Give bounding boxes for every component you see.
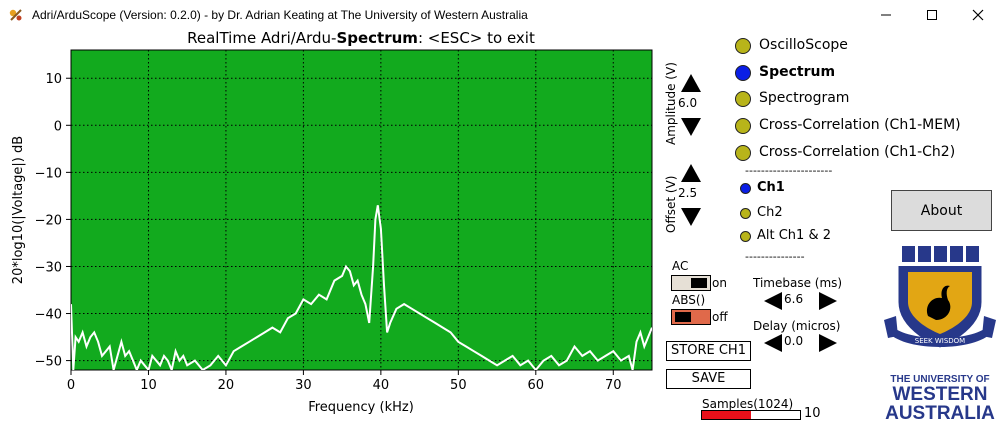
timebase-right-button[interactable]	[817, 291, 839, 311]
mode-label[interactable]: Spectrogram	[759, 90, 850, 106]
ac-state: on	[712, 276, 727, 290]
x-axis-label: Frequency (kHz)	[308, 400, 414, 415]
plot-area[interactable]	[70, 49, 653, 371]
timebase-left-button[interactable]	[762, 291, 784, 311]
save-button[interactable]: SAVE	[666, 369, 751, 389]
offset-up-button[interactable]	[680, 162, 702, 184]
right-triangle-icon	[819, 334, 837, 352]
delay-value: 0.0	[784, 334, 804, 348]
plot-title: RealTime Adri/Ardu-Spectrum: <ESC> to ex…	[70, 29, 652, 47]
channel-radio-ch2[interactable]	[740, 208, 751, 219]
samples-slider[interactable]	[701, 410, 801, 420]
timebase-label: Timebase (ms)	[753, 276, 841, 290]
maximize-icon	[927, 10, 937, 20]
y-axis-label: 20*log10(|Voltage|) dB	[11, 136, 26, 284]
samples-value: 10	[804, 406, 821, 421]
uwa-wordmark-line3: AUSTRALIA	[885, 403, 995, 424]
abs-label: ABS()	[672, 293, 706, 307]
spectrum-line	[71, 205, 652, 370]
mode-label[interactable]: OscilloScope	[759, 37, 848, 53]
y-tick-label: −40	[35, 308, 62, 323]
plot-title-bold: Spectrum	[336, 29, 418, 47]
y-axis: 10 0 −10 −20 −30 −40 −50	[35, 72, 71, 370]
y-tick-label: −20	[35, 213, 62, 228]
offset-down-button[interactable]	[680, 206, 702, 228]
amplitude-down-button[interactable]	[680, 116, 702, 138]
spectrum-plot[interactable]: 0 10 20 30 40 50 60 70 10 0 −10 −20 −30 −40 −50 Frequ…	[0, 48, 660, 433]
x-axis: 0 10 20 30 40 50 60 70	[67, 370, 622, 393]
ac-toggle[interactable]	[671, 275, 711, 291]
x-tick-label: 50	[450, 378, 467, 393]
minimize-icon	[881, 14, 891, 16]
x-tick-label: 70	[605, 378, 622, 393]
mode-radio-cross-correlation-ch1-mem-[interactable]	[735, 118, 751, 134]
x-tick-label: 10	[140, 378, 157, 393]
delay-label: Delay (micros)	[753, 319, 841, 333]
spectrum-curve-group	[71, 205, 652, 370]
x-tick-label: 60	[528, 378, 545, 393]
y-tick-label: −50	[35, 355, 62, 370]
up-triangle-icon	[681, 164, 701, 182]
abs-toggle-knob	[675, 312, 691, 322]
x-tick-label: 20	[218, 378, 235, 393]
channel-radio-alt-ch1-2[interactable]	[740, 231, 751, 242]
delay-right-button[interactable]	[817, 333, 839, 353]
channel-label[interactable]: Ch2	[757, 205, 783, 220]
minimize-button[interactable]	[863, 0, 909, 30]
window-title: Adri/ArduScope (Version: 0.2.0) - by Dr.…	[32, 8, 528, 22]
amplitude-up-button[interactable]	[680, 72, 702, 94]
separator-1: ----------------------	[745, 164, 833, 177]
right-triangle-icon	[819, 292, 837, 310]
offset-value: 2.5	[678, 186, 698, 200]
x-tick-label: 0	[67, 378, 75, 393]
channel-label[interactable]: Ch1	[757, 180, 785, 195]
amplitude-value: 6.0	[678, 96, 698, 110]
uwa-wordmark-line2: WESTERN	[892, 384, 988, 405]
close-button[interactable]	[955, 0, 1001, 30]
uwa-wordmark-line1: THE UNIVERSITY OF	[890, 374, 990, 385]
store-ch1-button[interactable]: STORE CH1	[666, 341, 751, 361]
mode-radio-spectrum[interactable]	[735, 65, 751, 81]
separator-2: ---------------	[745, 250, 805, 263]
delay-left-button[interactable]	[762, 333, 784, 353]
channel-radio-ch1[interactable]	[740, 183, 751, 194]
mode-radio-cross-correlation-ch1-ch2-[interactable]	[735, 145, 751, 161]
close-icon	[972, 9, 984, 21]
plot-title-suffix: : <ESC> to exit	[417, 29, 535, 47]
mode-label[interactable]: Cross-Correlation (Ch1-Ch2)	[759, 144, 956, 160]
amplitude-label: Amplitude (V)	[664, 62, 678, 145]
mode-label[interactable]: Spectrum	[759, 64, 836, 80]
up-triangle-icon	[681, 74, 701, 92]
channel-label[interactable]: Alt Ch1 & 2	[757, 228, 831, 243]
mode-label[interactable]: Cross-Correlation (Ch1-MEM)	[759, 117, 961, 133]
y-tick-label: 10	[45, 72, 62, 87]
y-tick-label: −30	[35, 260, 62, 275]
left-triangle-icon	[764, 292, 782, 310]
down-triangle-icon	[681, 208, 701, 226]
ac-label: AC	[672, 259, 689, 273]
offset-label: Offset (V)	[664, 175, 678, 233]
uwa-crest-logo: SEEK WISDOM	[884, 241, 996, 349]
samples-slider-fill	[702, 411, 751, 419]
timebase-value: 6.6	[784, 292, 804, 306]
uwa-wordmark: THE UNIVERSITY OF WESTERN AUSTRALIA	[884, 374, 996, 424]
about-button[interactable]: About	[891, 190, 992, 231]
x-tick-label: 40	[373, 378, 390, 393]
window-titlebar	[0, 0, 1001, 30]
y-tick-label: 0	[54, 119, 62, 134]
abs-state: off	[712, 310, 728, 324]
abs-toggle[interactable]	[671, 309, 711, 325]
y-tick-label: −10	[35, 166, 62, 181]
down-triangle-icon	[681, 118, 701, 136]
plot-title-prefix: RealTime Adri/Ardu-	[187, 29, 337, 47]
left-triangle-icon	[764, 334, 782, 352]
mode-radio-oscilloscope[interactable]	[735, 38, 751, 54]
uwa-motto: SEEK WISDOM	[915, 337, 965, 345]
mode-radio-spectrogram[interactable]	[735, 91, 751, 107]
maximize-button[interactable]	[909, 0, 955, 30]
samples-label: Samples(1024)	[702, 397, 794, 411]
x-tick-label: 30	[295, 378, 312, 393]
ac-toggle-knob	[691, 278, 707, 288]
app-icon	[9, 9, 22, 21]
